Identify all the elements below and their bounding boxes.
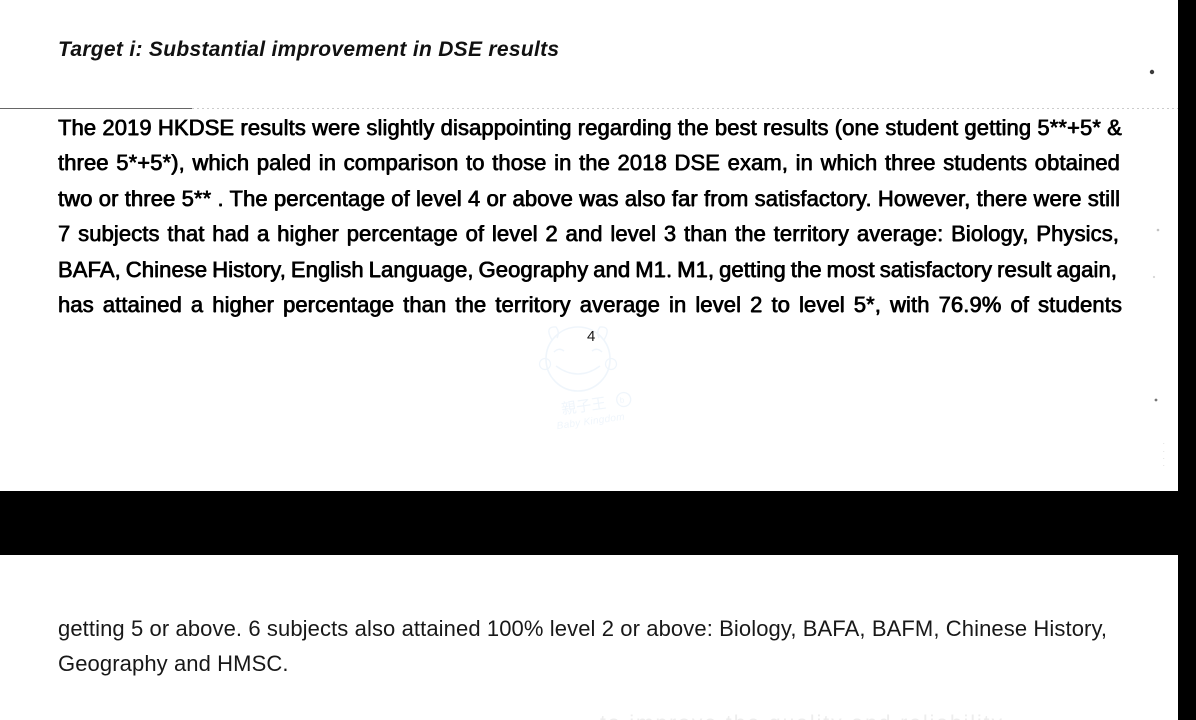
- svg-text:.: .: [1163, 440, 1165, 446]
- svg-text:.: .: [1163, 448, 1165, 454]
- svg-text:.: .: [1163, 462, 1165, 468]
- svg-text:.: .: [1163, 455, 1165, 461]
- svg-text:b: b: [619, 395, 625, 405]
